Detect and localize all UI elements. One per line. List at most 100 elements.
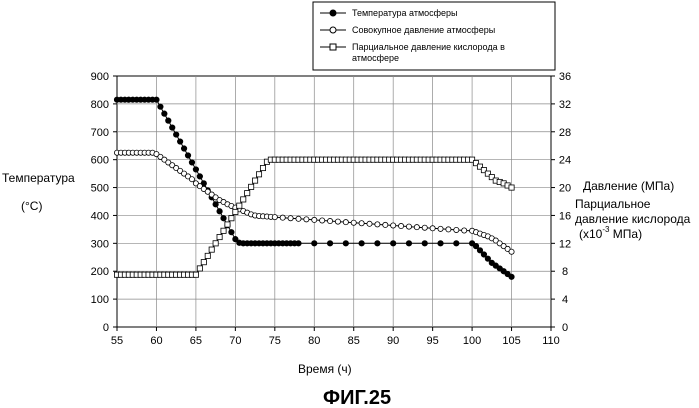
data-point <box>343 220 348 225</box>
data-point <box>197 174 203 180</box>
data-point <box>229 229 235 235</box>
data-point <box>462 228 467 233</box>
data-point <box>383 222 388 227</box>
data-point <box>343 241 349 247</box>
x-axis-label: Время (ч) <box>298 362 352 376</box>
right-axis-label-line2: Парциальное <box>575 197 651 211</box>
data-point <box>327 241 333 247</box>
data-point <box>189 160 195 166</box>
data-point <box>213 241 218 246</box>
right-tick-label: 20 <box>559 183 571 195</box>
data-point <box>169 125 175 131</box>
left-tick-label: 300 <box>91 238 109 250</box>
data-point <box>304 217 309 222</box>
data-point <box>205 253 210 258</box>
x-tick-label: 95 <box>427 335 439 347</box>
data-point <box>256 172 261 177</box>
right-tick-label: 36 <box>559 71 571 83</box>
data-point <box>430 226 435 231</box>
data-point <box>201 260 206 265</box>
data-point <box>217 234 222 239</box>
data-point <box>359 241 365 247</box>
x-tick-label: 65 <box>190 335 202 347</box>
right-tick-label: 16 <box>559 210 571 222</box>
x-tick-label: 100 <box>463 335 481 347</box>
left-tick-label: 900 <box>91 71 109 83</box>
left-tick-label: 800 <box>91 99 109 111</box>
data-point <box>320 218 325 223</box>
left-tick-label: 600 <box>91 155 109 167</box>
left-tick-label: 0 <box>103 322 109 334</box>
data-point <box>181 146 187 152</box>
x-tick-label: 85 <box>348 335 360 347</box>
left-axis-label-line2: (°C) <box>21 199 42 213</box>
data-point <box>438 241 444 247</box>
data-point <box>327 218 332 223</box>
right-tick-label: 28 <box>559 127 571 139</box>
data-point <box>375 241 381 247</box>
right-tick-label: 8 <box>562 266 568 278</box>
data-point <box>406 241 412 247</box>
grid <box>117 76 551 327</box>
data-point <box>260 165 265 170</box>
legend-label-temperature: Температура атмосферы <box>352 8 458 18</box>
left-tick-label: 200 <box>91 266 109 278</box>
data-point <box>311 241 317 247</box>
left-tick-label: 400 <box>91 210 109 222</box>
data-point <box>406 224 411 229</box>
data-point <box>296 216 301 221</box>
right-axis-label-line3: давление кислорода <box>575 212 691 226</box>
data-point <box>197 266 202 271</box>
data-point <box>335 219 340 224</box>
legend-marker-oxygen <box>330 44 336 50</box>
legend-marker-temperature <box>330 10 336 16</box>
right-axis-label-line4: (х10-3 МПа) <box>579 225 642 241</box>
legend-marker-total-pressure <box>330 27 336 33</box>
legend-label-oxygen-line1: Парциальное давление кислорода в <box>352 42 505 52</box>
x-tick-label: 55 <box>111 335 123 347</box>
right-tick-label: 32 <box>559 99 571 111</box>
data-point <box>272 215 277 220</box>
data-point <box>221 215 227 221</box>
left-tick-label: 100 <box>91 294 109 306</box>
data-point <box>422 241 428 247</box>
data-point <box>225 222 230 227</box>
x-tick-label: 110 <box>542 335 560 347</box>
data-point <box>162 111 168 117</box>
data-point <box>233 209 238 214</box>
x-tick-label: 80 <box>308 335 320 347</box>
data-point <box>438 226 443 231</box>
data-point <box>296 241 302 247</box>
data-point <box>237 203 242 208</box>
data-point <box>252 178 257 183</box>
x-tick-label: 105 <box>502 335 520 347</box>
left-axis-ticks: 0 100 200 300 400 500 600 700 800 900 <box>91 71 117 334</box>
data-point <box>375 222 380 227</box>
data-point <box>509 185 514 190</box>
left-axis-label-line1: Температура <box>2 171 75 185</box>
x-tick-label: 90 <box>387 335 399 347</box>
data-point <box>446 227 451 232</box>
data-point <box>221 228 226 233</box>
x-tick-label: 70 <box>229 335 241 347</box>
data-point <box>158 104 164 110</box>
left-tick-label: 700 <box>91 127 109 139</box>
data-point <box>177 139 183 145</box>
data-point <box>229 216 234 221</box>
legend: Температура атмосферы Совокупное давлени… <box>313 2 555 70</box>
data-point <box>173 132 179 138</box>
data-point <box>185 153 191 159</box>
data-point <box>509 249 514 254</box>
data-point <box>509 274 515 280</box>
right-axis-label-unit: МПа) <box>609 227 642 241</box>
data-point <box>359 221 364 226</box>
x-tick-label: 75 <box>269 335 281 347</box>
data-point <box>454 227 459 232</box>
right-tick-label: 4 <box>562 294 568 306</box>
left-tick-label: 500 <box>91 183 109 195</box>
data-point <box>422 225 427 230</box>
right-axis-label-pressure: Давление (МПа) <box>583 179 674 193</box>
right-tick-label: 24 <box>559 155 571 167</box>
data-point <box>165 118 171 124</box>
data-point <box>245 191 250 196</box>
